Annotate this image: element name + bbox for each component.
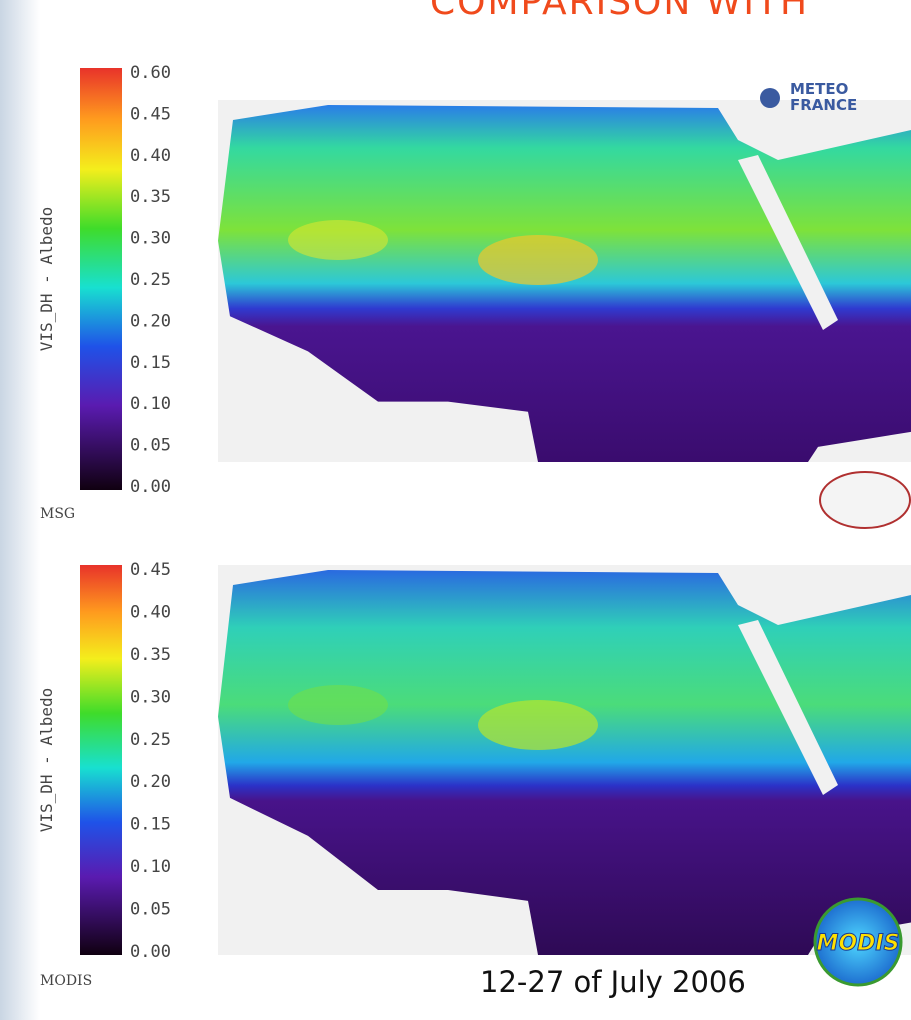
- scale-label: 0.15: [130, 815, 171, 835]
- axis-label: VIS_DH - Albedo: [37, 207, 56, 352]
- bright-patch: [288, 685, 388, 725]
- source-label: MSG: [40, 506, 75, 522]
- scale-label: 0.45: [130, 104, 171, 124]
- scale-label: 0.60: [130, 63, 171, 83]
- modis-logo-text: MODIS: [817, 931, 900, 956]
- scale-label: 0.20: [130, 311, 171, 331]
- scale-label: 0.05: [130, 900, 171, 920]
- scale-label: 0.35: [130, 645, 171, 665]
- slide-title: COMPARISON WITH: [430, 0, 809, 23]
- meteo-logo-text: FRANCE: [790, 96, 857, 114]
- content: COMPARISON WITH 0.60 0.45 0.40 0.35 0.30 0.25 0…: [37, 0, 911, 999]
- scale-label: 0.30: [130, 229, 171, 249]
- color-bar: [80, 68, 122, 490]
- color-bar: [80, 565, 122, 955]
- bright-patch: [288, 220, 388, 260]
- side-bar: [0, 0, 40, 1020]
- scale-label: 0.25: [130, 270, 171, 290]
- scale-label: 0.00: [130, 942, 171, 962]
- source-label: MODIS: [40, 973, 92, 989]
- scale-label: 0.10: [130, 394, 171, 414]
- slide: COMPARISON WITH 0.60 0.45 0.40 0.35 0.30 0.25 0…: [0, 0, 911, 1020]
- bright-patch: [478, 235, 598, 285]
- scale-label: 0.20: [130, 772, 171, 792]
- scale-label: 0.00: [130, 477, 171, 497]
- scale-label: 0.05: [130, 436, 171, 456]
- meteo-logo-mark: [760, 88, 780, 108]
- scale-label: 0.40: [130, 602, 171, 622]
- scale-label: 0.10: [130, 857, 171, 877]
- page: COMPARISON WITH 0.60 0.45 0.40 0.35 0.30 0.25 0…: [0, 0, 911, 1020]
- scale-label: 0.15: [130, 353, 171, 373]
- scale-label: 0.35: [130, 187, 171, 207]
- satellite-dish: [820, 472, 910, 528]
- scale-label: 0.30: [130, 687, 171, 707]
- axis-label: VIS_DH - Albedo: [37, 688, 56, 833]
- scale-label: 0.45: [130, 560, 171, 580]
- scale-label: 0.25: [130, 730, 171, 750]
- date-caption: 12-27 of July 2006: [480, 965, 746, 999]
- bright-patch: [478, 700, 598, 750]
- scale-label: 0.40: [130, 146, 171, 166]
